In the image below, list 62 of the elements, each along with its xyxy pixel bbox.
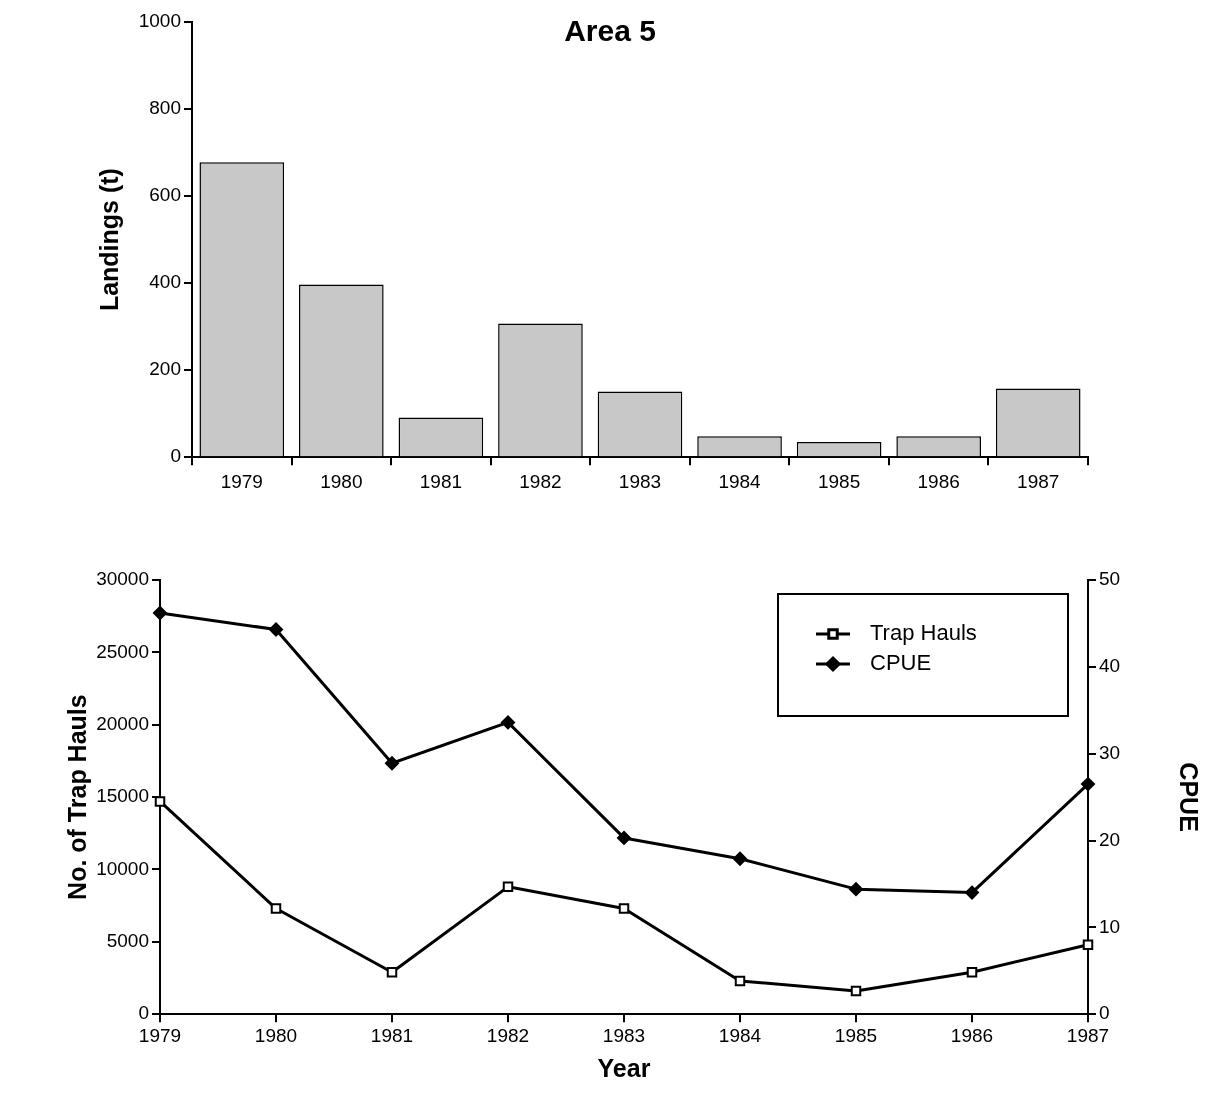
x-tick-label: 1983 (618, 470, 662, 492)
y-tick-label: 25000 (96, 640, 149, 662)
point (386, 966, 398, 978)
x-tick-label: 1981 (370, 1024, 414, 1046)
y2-tick-label: 0 (1099, 1002, 1110, 1024)
x-tick-label: 1980 (254, 1024, 298, 1046)
point (269, 622, 283, 637)
x-tick-label: 1984 (718, 470, 762, 492)
x-tick-label: 1982 (486, 1024, 530, 1046)
y-tick-label: 5000 (106, 930, 149, 952)
x-tick-label: 1981 (419, 470, 463, 492)
point (733, 851, 747, 866)
y-tick-label: 400 (149, 271, 181, 293)
y-tick-label: 20000 (96, 712, 149, 734)
legend-label: Trap Hauls (870, 620, 977, 646)
x-tick-label: 1979 (220, 470, 263, 492)
point (618, 903, 630, 914)
point (154, 796, 166, 807)
x-tick-label: 1984 (718, 1024, 762, 1046)
x-tick-label: 1985 (817, 470, 861, 492)
x-tick-label: 1987 (1017, 470, 1060, 492)
point (966, 966, 978, 978)
point (965, 885, 979, 900)
chart-title: Area 5 (564, 14, 656, 48)
legend-label: CPUE (870, 650, 932, 676)
y2-tick-label: 10 (1099, 915, 1121, 937)
point (850, 985, 862, 997)
y-axis-title: No. of Trap Hauls (62, 694, 91, 900)
point (1082, 939, 1094, 950)
point (734, 975, 746, 987)
y-tick-label: 10000 (96, 857, 149, 879)
x-tick-label: 1982 (519, 470, 562, 492)
y-tick-label: 30000 (96, 568, 149, 590)
y-tick-label: 0 (170, 445, 181, 467)
y-tick-label: 1000 (138, 10, 181, 32)
y-tick-label: 0 (138, 1002, 149, 1024)
y2-tick-label: 50 (1099, 568, 1121, 590)
point (501, 715, 515, 730)
y2-tick-label: 20 (1099, 828, 1121, 850)
point (849, 882, 863, 897)
y2-tick-label: 30 (1099, 741, 1121, 763)
point (1081, 777, 1095, 792)
point (385, 756, 399, 771)
x-tick-label: 1983 (602, 1024, 646, 1046)
y2-axis-title: CPUE (1175, 762, 1204, 832)
point (270, 903, 282, 914)
y-axis-title: Landings (t) (94, 168, 123, 312)
x-tick-label: 1979 (138, 1024, 182, 1046)
y-tick-label: 200 (149, 358, 181, 380)
y2-tick-label: 40 (1099, 655, 1121, 677)
point (617, 830, 631, 845)
x-axis-title: Year (597, 1053, 651, 1082)
point (153, 606, 167, 620)
y-tick-label: 15000 (96, 785, 149, 807)
x-tick-label: 1986 (950, 1024, 994, 1046)
x-tick-label: 1987 (1066, 1024, 1110, 1046)
y-tick-label: 800 (149, 97, 181, 119)
point (502, 881, 514, 893)
x-tick-label: 1980 (320, 470, 363, 492)
x-tick-label: 1985 (834, 1024, 878, 1046)
x-tick-label: 1986 (917, 470, 960, 492)
y-tick-label: 600 (149, 184, 181, 206)
